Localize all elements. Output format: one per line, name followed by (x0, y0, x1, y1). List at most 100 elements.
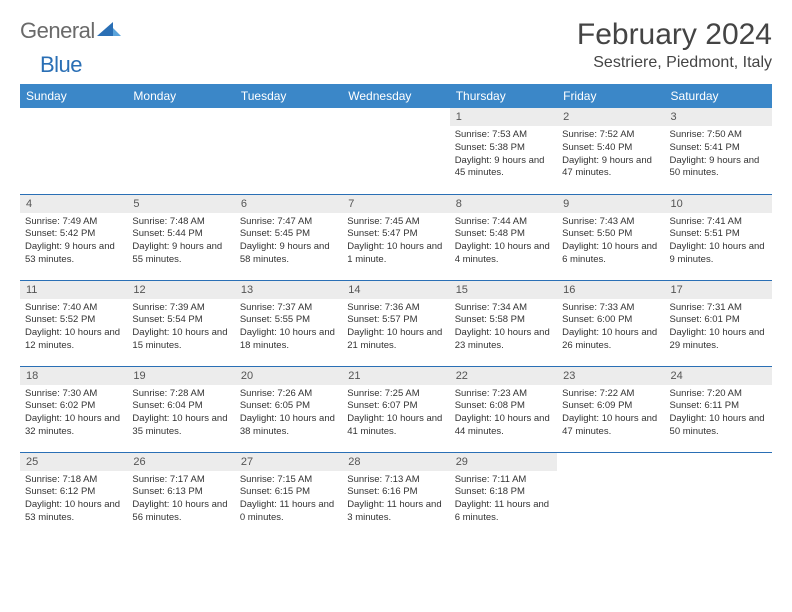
calendar-day-cell: 2 Sunrise: 7:52 AMSunset: 5:40 PMDaylight… (557, 108, 664, 194)
day-details: Sunrise: 7:11 AMSunset: 6:18 PMDaylight:… (450, 471, 557, 529)
day-number: 21 (342, 367, 449, 385)
day-number: 13 (235, 281, 342, 299)
day-details: Sunrise: 7:48 AMSunset: 5:44 PMDaylight:… (127, 213, 234, 271)
calendar-day-cell (342, 108, 449, 194)
sunrise-text: Sunrise: 7:36 AM (347, 302, 444, 315)
calendar-day-cell (665, 452, 772, 538)
day-details: Sunrise: 7:39 AMSunset: 5:54 PMDaylight:… (127, 299, 234, 357)
sunset-text: Sunset: 5:50 PM (562, 228, 659, 241)
day-number: 16 (557, 281, 664, 299)
sunrise-text: Sunrise: 7:47 AM (240, 216, 337, 229)
day-number: 2 (557, 108, 664, 126)
sunrise-text: Sunrise: 7:53 AM (455, 129, 552, 142)
day-number: 18 (20, 367, 127, 385)
daylight-text: Daylight: 9 hours and 47 minutes. (562, 155, 659, 181)
calendar-day-cell: 9Sunrise: 7:43 AMSunset: 5:50 PMDaylight… (557, 194, 664, 280)
calendar-day-cell: 21 Sunrise: 7:25 AMSunset: 6:07 PMDayligh… (342, 366, 449, 452)
day-details: Sunrise: 7:17 AMSunset: 6:13 PMDaylight:… (127, 471, 234, 529)
logo-triangle-icon (97, 20, 121, 43)
calendar-week-row: 18Sunrise: 7:30 AMSunset: 6:02 PMDayligh… (20, 366, 772, 452)
day-number: 29 (450, 453, 557, 471)
calendar-day-cell: 12Sunrise: 7:39 AMSunset: 5:54 PMDayligh… (127, 280, 234, 366)
day-number: 25 (20, 453, 127, 471)
calendar-day-cell: 23Sunrise: 7:22 AMSunset: 6:09 PMDayligh… (557, 366, 664, 452)
title-block: February 2024 Sestriere, Piedmont, Italy (577, 18, 772, 72)
sunrise-text: Sunrise: 7:52 AM (562, 129, 659, 142)
day-number: 5 (127, 195, 234, 213)
calendar-table: SundayMondayTuesdayWednesdayThursdayFrid… (20, 84, 772, 538)
sunrise-text: Sunrise: 7:13 AM (347, 474, 444, 487)
weekday-header: Friday (557, 84, 664, 108)
calendar-week-row: 4Sunrise: 7:49 AMSunset: 5:42 PMDaylight… (20, 194, 772, 280)
weekday-header: Monday (127, 84, 234, 108)
calendar-day-cell: 29Sunrise: 7:11 AMSunset: 6:18 PMDayligh… (450, 452, 557, 538)
day-details: Sunrise: 7:36 AMSunset: 5:57 PMDaylight:… (342, 299, 449, 357)
calendar-week-row: 11Sunrise: 7:40 AMSunset: 5:52 PMDayligh… (20, 280, 772, 366)
day-details: Sunrise: 7:37 AMSunset: 5:55 PMDaylight:… (235, 299, 342, 357)
sunset-text: Sunset: 6:07 PM (347, 400, 444, 413)
calendar-week-row: 25Sunrise: 7:18 AMSunset: 6:12 PMDayligh… (20, 452, 772, 538)
sunset-text: Sunset: 5:38 PM (455, 142, 552, 155)
day-number: 24 (665, 367, 772, 385)
calendar-day-cell (557, 452, 664, 538)
sunrise-text: Sunrise: 7:39 AM (132, 302, 229, 315)
sunrise-text: Sunrise: 7:18 AM (25, 474, 122, 487)
calendar-day-cell: 14Sunrise: 7:36 AMSunset: 5:57 PMDayligh… (342, 280, 449, 366)
calendar-day-cell: 4Sunrise: 7:49 AMSunset: 5:42 PMDaylight… (20, 194, 127, 280)
sunset-text: Sunset: 5:40 PM (562, 142, 659, 155)
sunrise-text: Sunrise: 7:33 AM (562, 302, 659, 315)
day-details: Sunrise: 7:20 AMSunset: 6:11 PMDaylight:… (665, 385, 772, 443)
day-details: Sunrise: 7:28 AMSunset: 6:04 PMDaylight:… (127, 385, 234, 443)
sunrise-text: Sunrise: 7:25 AM (347, 388, 444, 401)
sunset-text: Sunset: 5:47 PM (347, 228, 444, 241)
calendar-day-cell (235, 108, 342, 194)
sunset-text: Sunset: 6:02 PM (25, 400, 122, 413)
sunrise-text: Sunrise: 7:34 AM (455, 302, 552, 315)
day-number: 10 (665, 195, 772, 213)
weekday-header: Wednesday (342, 84, 449, 108)
weekday-header: Sunday (20, 84, 127, 108)
day-number: 28 (342, 453, 449, 471)
day-details: Sunrise: 7:53 AMSunset: 5:38 PMDaylight:… (450, 126, 557, 184)
sunset-text: Sunset: 5:51 PM (670, 228, 767, 241)
sunrise-text: Sunrise: 7:50 AM (670, 129, 767, 142)
day-number: 15 (450, 281, 557, 299)
sunrise-text: Sunrise: 7:40 AM (25, 302, 122, 315)
sunset-text: Sunset: 5:58 PM (455, 314, 552, 327)
calendar-day-cell: 3Sunrise: 7:50 AMSunset: 5:41 PMDaylight… (665, 108, 772, 194)
day-details: Sunrise: 7:13 AMSunset: 6:16 PMDaylight:… (342, 471, 449, 529)
daylight-text: Daylight: 10 hours and 6 minutes. (562, 241, 659, 267)
calendar-day-cell (20, 108, 127, 194)
sunrise-text: Sunrise: 7:43 AM (562, 216, 659, 229)
daylight-text: Daylight: 10 hours and 23 minutes. (455, 327, 552, 353)
day-details: Sunrise: 7:15 AMSunset: 6:15 PMDaylight:… (235, 471, 342, 529)
sunset-text: Sunset: 5:41 PM (670, 142, 767, 155)
day-details: Sunrise: 7:23 AMSunset: 6:08 PMDaylight:… (450, 385, 557, 443)
sunset-text: Sunset: 5:52 PM (25, 314, 122, 327)
day-number: 27 (235, 453, 342, 471)
calendar-day-cell: 7Sunrise: 7:45 AMSunset: 5:47 PMDaylight… (342, 194, 449, 280)
logo-general: General (20, 18, 95, 44)
sunset-text: Sunset: 6:09 PM (562, 400, 659, 413)
sunset-text: Sunset: 5:42 PM (25, 228, 122, 241)
sunrise-text: Sunrise: 7:28 AM (132, 388, 229, 401)
calendar-day-cell: 8Sunrise: 7:44 AMSunset: 5:48 PMDaylight… (450, 194, 557, 280)
daylight-text: Daylight: 10 hours and 50 minutes. (670, 413, 767, 439)
month-title: February 2024 (577, 18, 772, 52)
calendar-day-cell: 20Sunrise: 7:26 AMSunset: 6:05 PMDayligh… (235, 366, 342, 452)
location: Sestriere, Piedmont, Italy (577, 54, 772, 72)
calendar-day-cell: 22Sunrise: 7:23 AMSunset: 6:08 PMDayligh… (450, 366, 557, 452)
day-number: 4 (20, 195, 127, 213)
sunset-text: Sunset: 6:11 PM (670, 400, 767, 413)
day-number: 6 (235, 195, 342, 213)
day-number: 8 (450, 195, 557, 213)
sunset-text: Sunset: 6:08 PM (455, 400, 552, 413)
daylight-text: Daylight: 10 hours and 47 minutes. (562, 413, 659, 439)
day-details: Sunrise: 7:49 AMSunset: 5:42 PMDaylight:… (20, 213, 127, 271)
day-number: 22 (450, 367, 557, 385)
daylight-text: Daylight: 10 hours and 29 minutes. (670, 327, 767, 353)
daylight-text: Daylight: 10 hours and 38 minutes. (240, 413, 337, 439)
calendar-body: 1Sunrise: 7:53 AMSunset: 5:38 PMDaylight… (20, 108, 772, 538)
daylight-text: Daylight: 10 hours and 41 minutes. (347, 413, 444, 439)
daylight-text: Daylight: 11 hours and 0 minutes. (240, 499, 337, 525)
